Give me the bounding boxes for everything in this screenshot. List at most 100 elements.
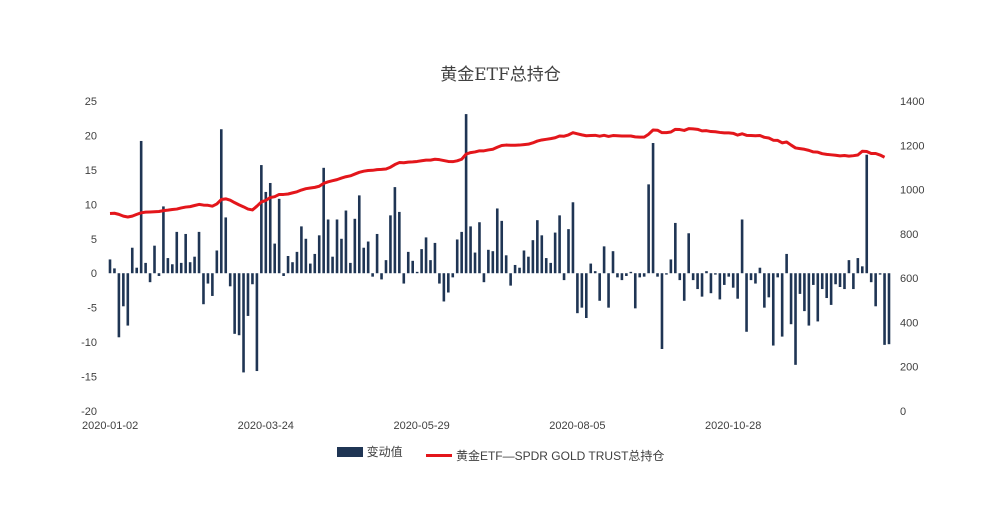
bar bbox=[340, 238, 343, 274]
bar bbox=[255, 273, 259, 372]
bar bbox=[469, 226, 472, 274]
bar bbox=[576, 273, 579, 314]
bar bbox=[233, 273, 236, 334]
bar bbox=[331, 256, 334, 274]
bar bbox=[829, 273, 833, 305]
bar bbox=[366, 241, 370, 274]
bar bbox=[500, 220, 504, 274]
bar bbox=[887, 273, 891, 345]
bar bbox=[478, 222, 481, 274]
bar bbox=[705, 271, 708, 274]
bar bbox=[834, 273, 837, 285]
bar bbox=[691, 273, 695, 281]
bar bbox=[527, 256, 530, 274]
bar bbox=[780, 273, 784, 337]
bar bbox=[326, 219, 330, 274]
bar bbox=[402, 273, 406, 284]
bar bbox=[398, 211, 401, 274]
left-tick-label: -5 bbox=[87, 303, 97, 315]
bar bbox=[193, 256, 196, 274]
line-series bbox=[109, 127, 886, 219]
bar bbox=[406, 251, 410, 274]
bar bbox=[593, 271, 597, 274]
bar bbox=[602, 246, 606, 274]
bar bbox=[509, 273, 512, 286]
bar bbox=[589, 263, 593, 274]
bar bbox=[473, 252, 477, 274]
bar bbox=[455, 239, 459, 274]
bar bbox=[682, 273, 686, 301]
bar bbox=[749, 273, 753, 281]
bar bbox=[371, 273, 374, 277]
bar bbox=[242, 273, 245, 373]
bar bbox=[629, 271, 633, 274]
bar bbox=[171, 264, 174, 274]
bar bbox=[451, 273, 455, 278]
bar bbox=[714, 273, 717, 275]
bar bbox=[771, 273, 775, 346]
bar bbox=[687, 233, 690, 274]
bar bbox=[139, 140, 143, 274]
bar bbox=[522, 250, 526, 274]
bar bbox=[126, 273, 130, 326]
bar bbox=[696, 273, 699, 290]
bar bbox=[206, 273, 210, 284]
bar bbox=[674, 222, 677, 274]
bar bbox=[558, 215, 561, 274]
bar bbox=[540, 235, 544, 274]
bar bbox=[122, 273, 125, 307]
bar bbox=[807, 273, 811, 326]
right-axis: 1400 1200 1000 800 600 400 200 0 bbox=[900, 96, 924, 418]
bar bbox=[157, 273, 161, 276]
bar bbox=[282, 273, 285, 276]
bar bbox=[789, 273, 793, 325]
right-tick-label: 600 bbox=[900, 273, 918, 285]
bar bbox=[277, 198, 281, 274]
bar bbox=[638, 273, 642, 278]
bar bbox=[803, 273, 806, 312]
bar bbox=[215, 250, 219, 274]
bar bbox=[536, 220, 539, 274]
bar bbox=[723, 273, 726, 285]
bar bbox=[117, 273, 121, 338]
legend-item-bar[interactable]: 变动值 bbox=[336, 443, 403, 460]
bar bbox=[460, 231, 463, 274]
bar bbox=[495, 208, 499, 274]
right-tick-label: 1200 bbox=[900, 140, 924, 152]
legend-item-line[interactable]: 黄金ETF—SPDR GOLD TRUST总持仓 bbox=[425, 447, 664, 464]
bar bbox=[433, 242, 437, 274]
bar bbox=[344, 210, 348, 274]
x-tick-label: 2020-08-05 bbox=[549, 420, 605, 432]
bar bbox=[758, 267, 762, 274]
bar bbox=[736, 273, 739, 299]
bar bbox=[224, 217, 228, 274]
bar bbox=[144, 262, 147, 274]
bar bbox=[504, 255, 508, 274]
legend-swatch-bar bbox=[336, 446, 363, 457]
x-tick-label: 2020-01-02 bbox=[82, 420, 138, 432]
left-tick-label: 25 bbox=[85, 96, 97, 108]
left-tick-label: 10 bbox=[85, 199, 97, 211]
bar bbox=[389, 215, 392, 274]
bar bbox=[816, 273, 820, 322]
bar bbox=[335, 219, 339, 274]
bar bbox=[228, 273, 232, 287]
bar bbox=[442, 273, 446, 302]
bar bbox=[607, 273, 610, 308]
bar bbox=[179, 262, 183, 274]
right-tick-label: 200 bbox=[900, 362, 918, 374]
bar bbox=[148, 273, 152, 283]
bar bbox=[384, 260, 388, 274]
bar bbox=[598, 273, 601, 301]
bar bbox=[295, 251, 299, 274]
bar bbox=[135, 267, 139, 274]
bar bbox=[820, 273, 824, 290]
bar bbox=[633, 273, 637, 309]
bar bbox=[113, 268, 116, 274]
x-axis: 2020-01-02 2020-03-24 2020-05-29 2020-08-05… bbox=[82, 420, 761, 432]
bar bbox=[513, 264, 517, 274]
bar bbox=[188, 262, 192, 274]
bar bbox=[353, 218, 357, 274]
bar bbox=[798, 273, 802, 294]
bar bbox=[856, 258, 860, 274]
